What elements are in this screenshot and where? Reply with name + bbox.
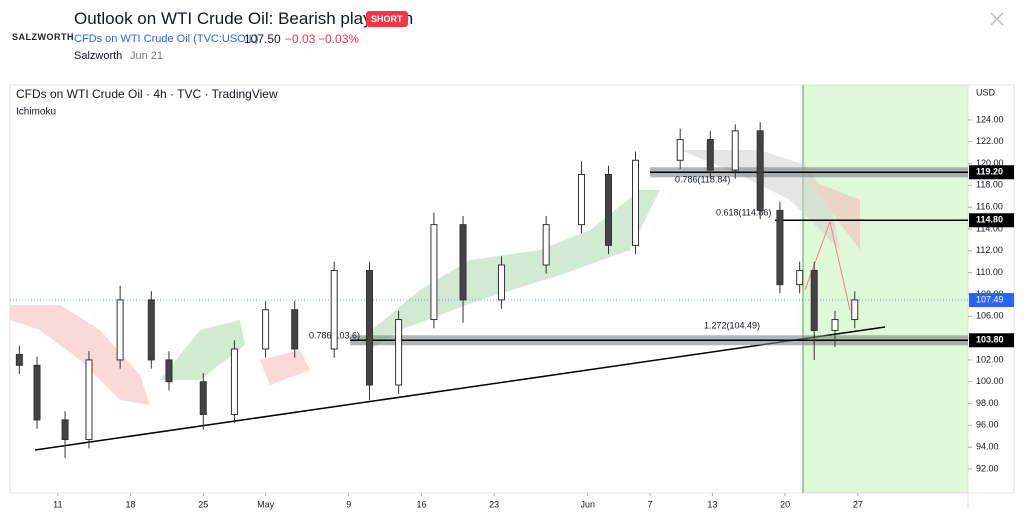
candle-body (542, 224, 550, 266)
y-tick-label: 114.00 (976, 223, 1003, 233)
price: 107.50 (244, 32, 281, 46)
y-tick-label: 122.00 (976, 136, 1004, 146)
candle-body (116, 299, 124, 361)
candle-body (810, 269, 818, 331)
change-percent: −0.03% (318, 32, 360, 46)
y-tick-label: 112.00 (976, 245, 1003, 255)
y-tick-label: 100.00 (976, 376, 1004, 386)
y-tick-label: 124.00 (976, 114, 1004, 124)
short-badge: SHORT (366, 11, 408, 27)
candle-body (632, 159, 640, 246)
candle-body (851, 299, 859, 321)
date: Jun 21 (130, 50, 164, 62)
y-tick-label: 118.00 (976, 180, 1003, 190)
x-tick-label: Jun (580, 499, 595, 509)
cloud-bullish (360, 190, 660, 350)
cloud-bearish (10, 305, 150, 405)
x-tick-label: 7 (648, 499, 653, 509)
x-tick-label: 23 (489, 499, 499, 509)
y-tick-label: 116.00 (976, 202, 1003, 212)
x-tick-label: 9 (346, 499, 351, 509)
candle-body (230, 348, 238, 415)
candle-body (165, 359, 173, 383)
level-badge (969, 165, 1014, 180)
y-tick-label: 96.00 (976, 420, 999, 430)
indicator-label: Ichimoku (16, 107, 56, 118)
level-label: 119.20 (976, 167, 1003, 177)
idea-title: Outlook on WTI Crude Oil: Bearish play s… (74, 9, 414, 28)
x-tick-label: 18 (126, 499, 136, 509)
y-tick-label: 98.00 (976, 398, 999, 408)
fib-label: 0.786(118.84) (675, 174, 730, 184)
candle-body (61, 419, 69, 441)
level-badge (969, 333, 1014, 348)
candle-body (291, 309, 299, 350)
y-tick-label: 106.00 (976, 311, 1004, 321)
candle-body (395, 319, 403, 386)
level-label: 103.80 (976, 335, 1004, 345)
current-price-label: 107.49 (976, 294, 1004, 304)
cloud-bullish (160, 320, 245, 380)
candle-body (15, 353, 23, 366)
change: −0.03 (285, 32, 316, 46)
x-tick-label: 27 (853, 499, 863, 509)
candle-body (33, 364, 41, 421)
x-tick-label: May (257, 499, 275, 509)
y-tick-label: 110.00 (976, 267, 1003, 277)
candle-body (330, 269, 338, 350)
current-price-badge (969, 293, 1014, 308)
candle-body (706, 139, 714, 171)
candle-body (430, 224, 438, 321)
cloud-bearish (260, 350, 310, 385)
x-tick-label: 16 (416, 499, 426, 509)
candle-body (85, 359, 93, 441)
projection-zone (803, 85, 968, 493)
currency-label: USD (976, 87, 996, 97)
cloud-bearish (810, 180, 860, 250)
trendline (34, 326, 886, 451)
candle-body (731, 130, 739, 171)
chart-legend: CFDs on WTI Crude Oil · 4h · TVC · Tradi… (16, 87, 278, 101)
author[interactable]: Salzworth (74, 50, 123, 62)
chart-frame (9, 84, 1015, 494)
level-badge (969, 213, 1014, 228)
y-tick-label: 120.00 (976, 158, 1004, 168)
candle-body (497, 264, 505, 301)
y-tick-label: 92.00 (976, 463, 999, 473)
x-tick-label: 11 (53, 499, 62, 509)
level-label: 114.80 (976, 215, 1003, 225)
y-tick-label: 102.00 (976, 354, 1004, 364)
candle-body (756, 130, 764, 211)
x-tick-label: 20 (780, 499, 790, 509)
y-tick-label: 94.00 (976, 442, 999, 452)
candle-body (459, 224, 467, 301)
projection-path (804, 220, 851, 311)
candle-body (676, 139, 684, 161)
candle-body (604, 173, 612, 246)
x-tick-label: 13 (707, 499, 717, 509)
fib-label: 1.272(104.49) (704, 320, 760, 330)
candle-body (577, 173, 585, 226)
candle-body (831, 319, 839, 331)
candle-body (199, 381, 207, 415)
candle-body (776, 209, 784, 286)
candle-body (366, 269, 374, 386)
close-icon[interactable] (990, 12, 1004, 26)
candle-body (262, 309, 270, 350)
x-tick-label: 25 (198, 499, 208, 509)
logo: SALZWORTH (12, 32, 74, 42)
symbol-link[interactable]: CFDs on WTI Crude Oil (TVC:USOIL) (74, 33, 259, 45)
candle-body (147, 299, 155, 361)
close-x (990, 12, 1004, 26)
fib-label: 0.618(114.86) (716, 207, 771, 217)
candle-body (796, 269, 804, 286)
